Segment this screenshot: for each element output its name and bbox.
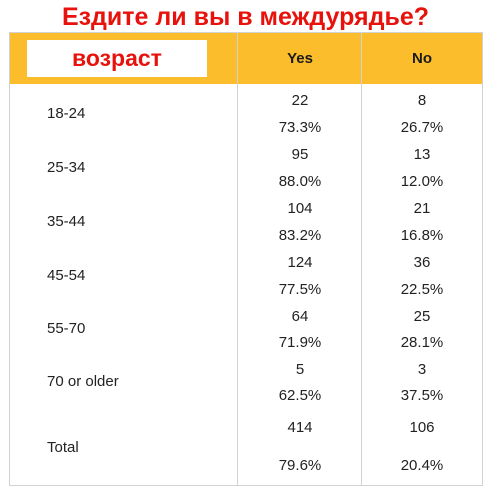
no-percent: 26.7% [400,119,444,136]
yes-percent: 83.2% [278,227,322,244]
yes-percent: 79.6% [278,457,322,474]
no-percent: 37.5% [400,387,444,404]
no-count: 13 [413,146,431,163]
table-border-left [9,32,10,486]
page-title: Ездите ли вы в междурядье? [61,3,430,31]
no-percent: 28.1% [400,334,444,351]
yes-count: 5 [295,361,305,378]
yes-percent: 77.5% [278,281,322,298]
yes-count: 95 [291,146,309,163]
table-border-top [9,32,482,33]
yes-percent: 88.0% [278,173,322,190]
yes-percent: 71.9% [278,334,322,351]
yes-column-header: Yes [287,50,313,67]
yes-count: 104 [287,200,313,217]
age-group-label: 55-70 [47,320,86,337]
no-count: 21 [413,200,431,217]
no-count: 25 [413,308,431,325]
age-group-label: 18-24 [47,105,86,122]
column-divider-no [361,32,362,486]
yes-count: 414 [287,419,313,436]
no-count: 106 [409,419,435,436]
age-column-header: возраст [72,45,162,71]
table-border-bottom [9,485,482,486]
no-count: 3 [417,361,427,378]
table-border-right [482,32,483,486]
age-label-box [27,40,207,77]
no-percent: 12.0% [400,173,444,190]
no-count: 36 [413,254,431,271]
yes-percent: 73.3% [278,119,322,136]
no-percent: 20.4% [400,457,444,474]
total-label: Total [47,439,79,456]
yes-count: 22 [291,92,309,109]
no-percent: 16.8% [400,227,444,244]
age-group-label: 35-44 [47,213,86,230]
no-percent: 22.5% [400,281,444,298]
no-column-header: No [412,50,432,67]
age-group-label: 25-34 [47,159,86,176]
column-divider-yes [237,32,238,486]
yes-count: 124 [287,254,313,271]
yes-count: 64 [291,308,309,325]
yes-percent: 62.5% [278,387,322,404]
age-group-label: 70 or older [47,373,119,390]
no-count: 8 [417,92,427,109]
age-group-label: 45-54 [47,267,86,284]
